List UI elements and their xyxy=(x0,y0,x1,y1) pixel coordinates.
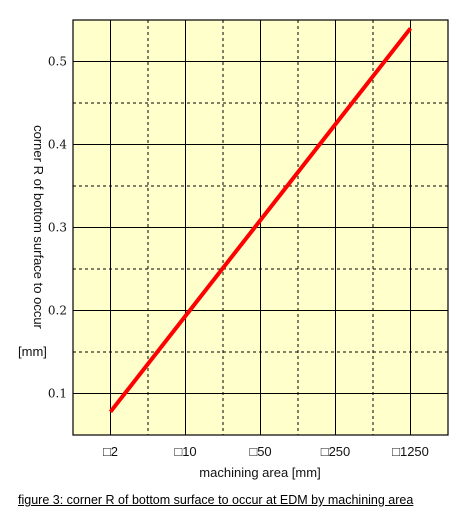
series-layer xyxy=(108,27,413,414)
x-tick-label: □1250 xyxy=(392,444,429,459)
y-tick-label: 0.1 xyxy=(48,387,67,401)
x-tick-label: □10 xyxy=(174,444,196,459)
x-axis-label: machining area [mm] xyxy=(199,465,320,480)
y-tick-label: 0.3 xyxy=(48,221,67,235)
x-tick-label: □50 xyxy=(249,444,271,459)
grid xyxy=(73,20,448,435)
series-line xyxy=(108,27,413,414)
y-axis-unit: [mm] xyxy=(18,344,47,359)
chart: 0.1 0.2 0.3 0.4 0.5 □2 □10 □50 □250 □1250 corner… xyxy=(18,19,449,480)
x-tick-label: □2 xyxy=(103,444,118,459)
y-axis-label: corner R of bottom surface to occur xyxy=(31,125,46,329)
y-tick-label: 0.4 xyxy=(48,138,67,152)
x-tick-labels: □2 □10 □50 □250 □1250 xyxy=(103,444,429,459)
y-tick-label: 0.2 xyxy=(48,304,67,318)
x-tick-label: □250 xyxy=(321,444,351,459)
y-tick-labels: 0.1 0.2 0.3 0.4 0.5 xyxy=(48,55,67,401)
y-tick-label: 0.5 xyxy=(48,55,67,69)
figure-caption: figure 3: corner R of bottom surface to … xyxy=(18,493,414,507)
